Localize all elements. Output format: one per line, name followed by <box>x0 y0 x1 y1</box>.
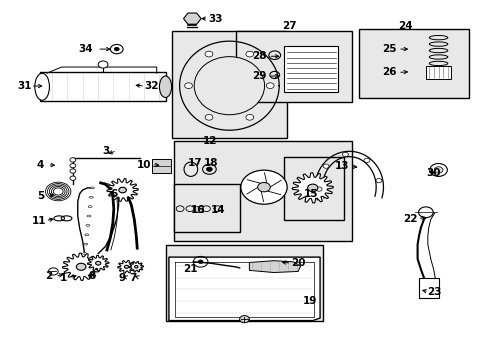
Circle shape <box>184 83 192 89</box>
Text: 6: 6 <box>110 189 117 199</box>
Circle shape <box>76 263 86 270</box>
Bar <box>173 184 239 232</box>
Circle shape <box>429 163 447 176</box>
Text: 21: 21 <box>182 264 197 274</box>
Circle shape <box>96 261 101 265</box>
Bar <box>418 278 438 298</box>
Ellipse shape <box>85 234 88 236</box>
Circle shape <box>245 114 253 120</box>
Ellipse shape <box>241 170 286 204</box>
Text: 30: 30 <box>426 168 440 178</box>
Circle shape <box>375 179 381 183</box>
Ellipse shape <box>83 243 87 245</box>
Circle shape <box>266 83 274 89</box>
Text: 32: 32 <box>144 81 159 91</box>
Circle shape <box>257 183 270 192</box>
Text: 12: 12 <box>203 136 217 146</box>
Circle shape <box>134 266 138 268</box>
Text: 7: 7 <box>129 273 137 283</box>
Text: 18: 18 <box>203 158 218 168</box>
Bar <box>284 45 337 92</box>
Ellipse shape <box>82 253 86 255</box>
Circle shape <box>316 187 322 191</box>
Bar <box>172 31 287 138</box>
Polygon shape <box>87 255 109 271</box>
Bar <box>173 141 351 241</box>
Circle shape <box>418 207 432 218</box>
Text: 22: 22 <box>402 214 417 224</box>
Text: 24: 24 <box>397 21 412 31</box>
Text: 19: 19 <box>303 296 317 306</box>
Circle shape <box>70 176 76 180</box>
Text: 16: 16 <box>190 206 204 216</box>
Ellipse shape <box>87 215 91 217</box>
Circle shape <box>307 184 317 192</box>
Text: 11: 11 <box>31 216 46 225</box>
Text: 23: 23 <box>427 287 441 297</box>
Bar <box>358 30 468 98</box>
Circle shape <box>124 265 128 268</box>
Text: 25: 25 <box>382 44 396 54</box>
Text: 33: 33 <box>207 14 222 24</box>
Circle shape <box>198 260 203 264</box>
Ellipse shape <box>88 206 92 207</box>
Bar <box>283 157 344 220</box>
Text: 4: 4 <box>37 159 44 170</box>
Circle shape <box>98 61 108 68</box>
Bar <box>426 66 450 79</box>
Circle shape <box>433 167 442 173</box>
Text: 10: 10 <box>137 159 151 170</box>
Circle shape <box>70 158 76 162</box>
Circle shape <box>119 187 126 193</box>
Text: 2: 2 <box>45 271 52 281</box>
Text: 1: 1 <box>60 273 66 283</box>
Ellipse shape <box>159 76 171 98</box>
Circle shape <box>70 163 76 168</box>
Ellipse shape <box>194 57 264 115</box>
Circle shape <box>342 152 347 157</box>
Circle shape <box>363 158 369 162</box>
Polygon shape <box>107 179 138 202</box>
Text: 20: 20 <box>290 258 305 268</box>
Circle shape <box>204 114 212 120</box>
Text: 15: 15 <box>304 189 318 199</box>
Text: 31: 31 <box>17 81 31 91</box>
Circle shape <box>204 51 212 57</box>
Ellipse shape <box>89 196 93 198</box>
Text: 17: 17 <box>187 158 202 168</box>
Circle shape <box>206 167 212 171</box>
Text: 14: 14 <box>210 206 224 216</box>
Text: 26: 26 <box>382 67 396 77</box>
Circle shape <box>245 51 253 57</box>
Circle shape <box>239 316 249 323</box>
Text: 34: 34 <box>79 44 93 54</box>
Polygon shape <box>183 13 201 24</box>
Text: 29: 29 <box>251 71 266 81</box>
Text: 28: 28 <box>251 51 266 61</box>
Bar <box>193 206 203 212</box>
Polygon shape <box>62 253 100 280</box>
Polygon shape <box>292 173 332 203</box>
Text: 13: 13 <box>334 161 348 171</box>
Circle shape <box>323 164 328 168</box>
Polygon shape <box>40 72 166 101</box>
Text: 8: 8 <box>88 271 96 281</box>
Text: 3: 3 <box>102 145 109 156</box>
Bar <box>166 244 323 320</box>
Polygon shape <box>168 257 320 320</box>
Polygon shape <box>118 260 135 273</box>
Circle shape <box>114 47 119 51</box>
Text: 27: 27 <box>282 21 297 31</box>
Bar <box>235 31 351 102</box>
Ellipse shape <box>86 225 90 226</box>
Ellipse shape <box>35 73 49 100</box>
Circle shape <box>70 169 76 173</box>
Text: 9: 9 <box>118 273 125 283</box>
Polygon shape <box>249 261 300 273</box>
Polygon shape <box>129 261 143 272</box>
Ellipse shape <box>90 187 94 189</box>
Bar <box>152 159 171 173</box>
Text: 5: 5 <box>37 191 44 201</box>
